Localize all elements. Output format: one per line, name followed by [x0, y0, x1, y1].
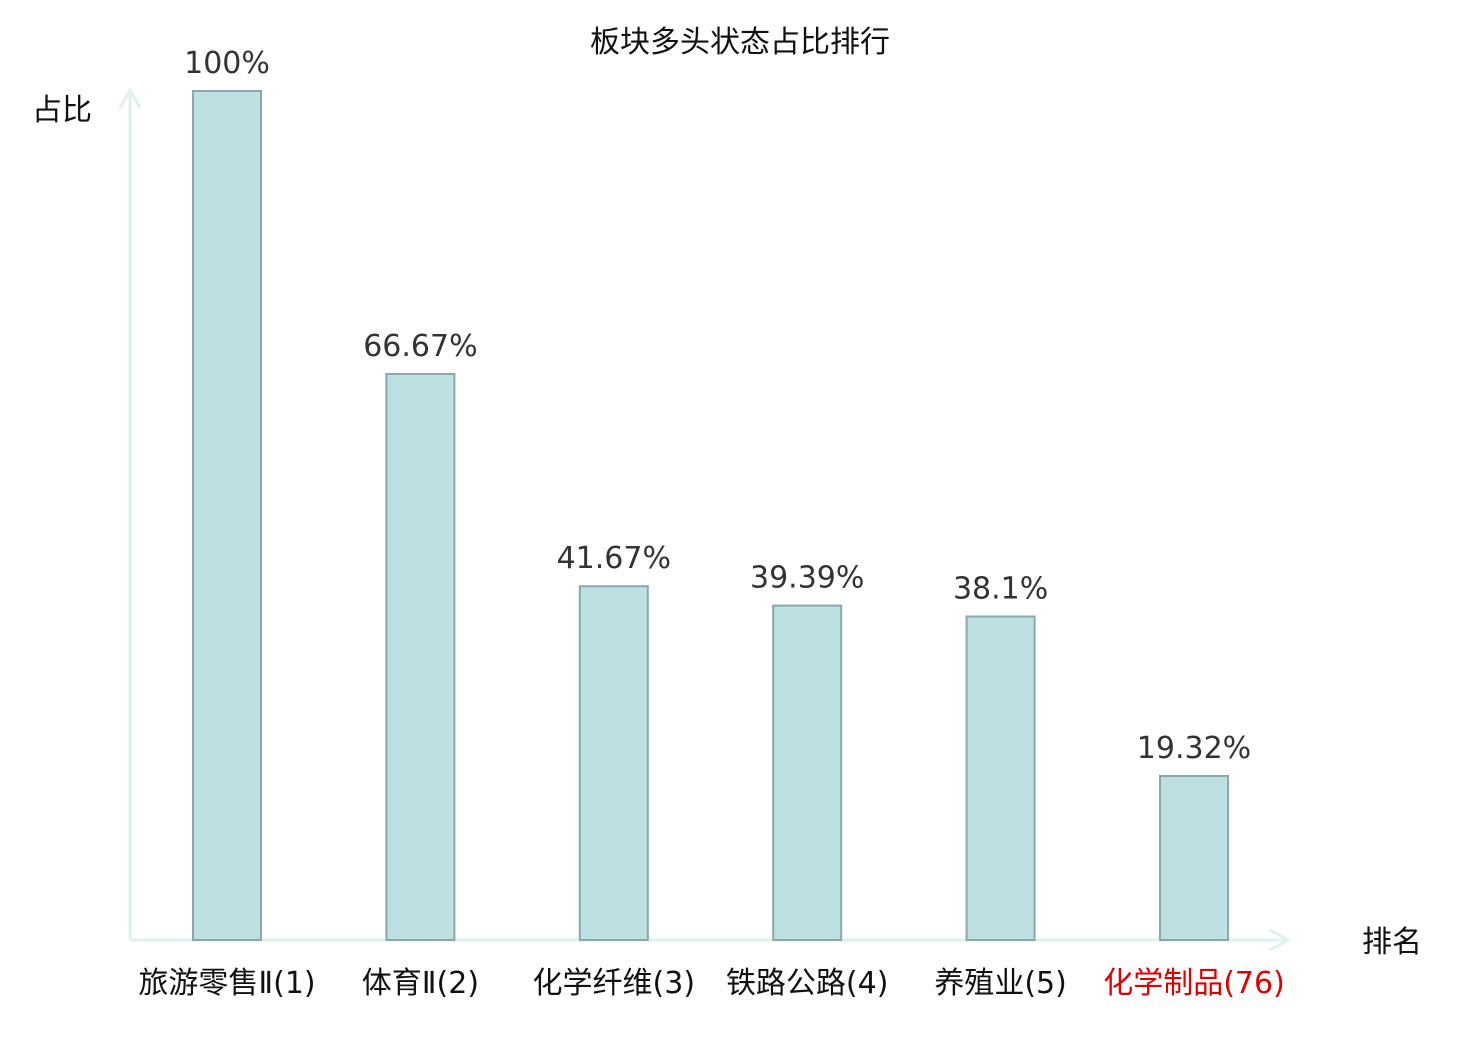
category-label: 化学纤维(3): [533, 966, 696, 1001]
bar: [1159, 774, 1229, 941]
category-label: 旅游零售Ⅱ(1): [138, 966, 315, 1001]
y-axis-label: 占比: [32, 93, 92, 128]
bars: [192, 90, 1229, 942]
y-axis-arrow: [118, 86, 142, 109]
data-label: 66.67%: [363, 329, 477, 364]
x-axis-arrow: [1269, 928, 1292, 952]
data-label: 100%: [184, 46, 270, 81]
data-label: 41.67%: [557, 541, 671, 576]
data-label: 38.1%: [953, 572, 1048, 607]
bar: [385, 372, 456, 942]
x-axis-label: 排名: [1362, 925, 1422, 960]
bar: [965, 615, 1036, 941]
bar: [192, 90, 262, 941]
axes: [118, 86, 1292, 952]
bar: [772, 604, 843, 942]
category-label: 体育Ⅱ(2): [362, 966, 479, 1001]
chart-title: 板块多头状态占比排行: [590, 25, 890, 60]
category-label: 化学制品(76): [1103, 966, 1285, 1001]
bar: [578, 585, 649, 941]
data-label: 19.32%: [1137, 731, 1251, 766]
category-label: 铁路公路(4): [726, 966, 889, 1001]
category-label: 养殖业(5): [934, 966, 1067, 1001]
value-labels: 100% 66.67% 41.67% 39.39% 38.1% 19.32%: [184, 46, 1251, 766]
category-labels: 旅游零售Ⅱ(1) 体育Ⅱ(2) 化学纤维(3) 铁路公路(4) 养殖业(5) 化学制品(7…: [138, 966, 1284, 1001]
data-label: 39.39%: [750, 561, 864, 596]
